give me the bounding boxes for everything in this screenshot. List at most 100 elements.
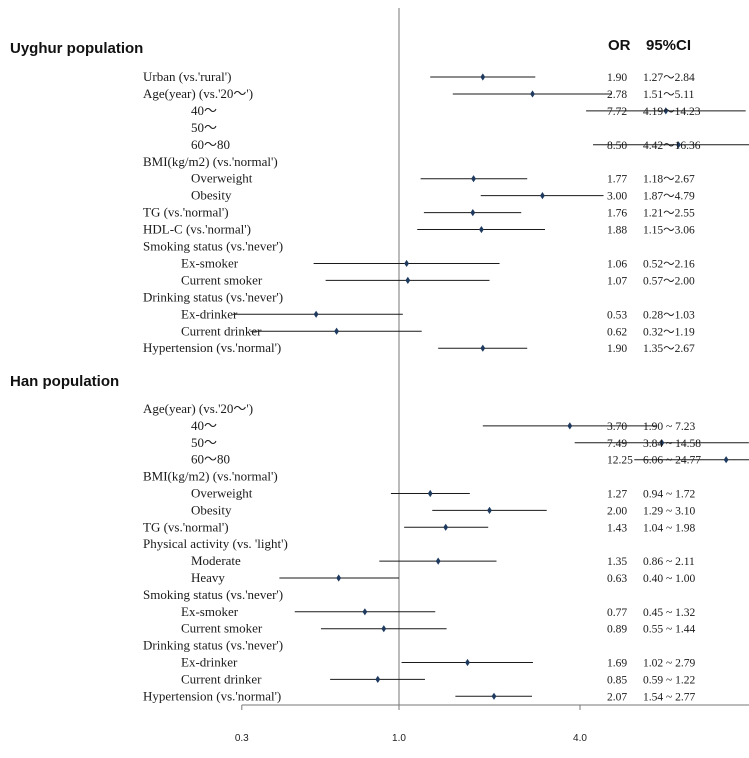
- ci-value: 0.94 ~ 1.72: [643, 489, 695, 501]
- row-label: Ex-drinker: [181, 655, 238, 670]
- row-label: Hypertension (vs.'normal'): [143, 340, 281, 355]
- row-label: Drinking status (vs.'never'): [143, 289, 283, 304]
- ci-value: 0.86 ~ 2.11: [643, 556, 695, 568]
- row-label: Smoking status (vs.'never'): [143, 587, 283, 602]
- or-point-marker: [334, 327, 339, 335]
- ci-value: 1.87～4.79: [643, 191, 695, 203]
- or-point-marker: [659, 439, 665, 447]
- or-value: 2.78: [607, 89, 627, 101]
- or-value: 1.06: [607, 258, 627, 270]
- or-point-marker: [530, 90, 535, 98]
- row-label: Current drinker: [181, 323, 262, 338]
- row-label: Urban (vs.'rural'): [143, 69, 231, 84]
- row-label: Moderate: [191, 553, 241, 568]
- row-label: Current smoker: [181, 272, 263, 287]
- row-label: Obesity: [191, 188, 232, 203]
- ci-value: 1.04 ~ 1.98: [643, 522, 695, 534]
- row-label: 40～: [191, 418, 217, 433]
- or-value: 0.63: [607, 573, 627, 585]
- x-axis-ticks: 0.31.04.016.064.0: [235, 705, 587, 744]
- row-label: BMI(kg/m2) (vs.'normal'): [143, 154, 278, 169]
- or-value: 12.25: [607, 455, 633, 467]
- or-point-marker: [336, 574, 342, 582]
- row-label: Heavy: [191, 570, 225, 585]
- ci-value: 1.51～5.11: [643, 89, 695, 101]
- row-label: 60～80: [191, 452, 230, 467]
- or-column-header: OR: [608, 37, 631, 54]
- or-point-marker: [443, 523, 449, 531]
- or-point-marker: [465, 658, 470, 667]
- ci-value: 1.02 ~ 2.79: [643, 658, 695, 670]
- row-label: BMI(kg/m2) (vs.'normal'): [143, 469, 278, 484]
- or-point-marker: [479, 225, 484, 234]
- ci-value: 0.55 ~ 1.44: [643, 624, 695, 636]
- ci-value: 4.42～16.36: [643, 140, 701, 152]
- or-value: 1.35: [607, 556, 627, 568]
- or-value: 0.77: [607, 607, 627, 619]
- row-label: TG (vs.'normal'): [143, 205, 229, 220]
- row-label: Overweight: [191, 171, 253, 186]
- ci-value: 0.45 ~ 1.32: [643, 607, 695, 619]
- or-value: 1.69: [607, 658, 627, 670]
- or-value: 2.07: [607, 691, 627, 703]
- ci-value: 1.27～2.84: [643, 72, 695, 84]
- or-value: 1.90: [607, 72, 627, 84]
- ci-value: 3.84 ~ 14.58: [643, 438, 701, 450]
- row-label: Drinking status (vs.'never'): [143, 638, 283, 653]
- or-value: 1.76: [607, 208, 627, 220]
- ci-value: 0.59 ~ 1.22: [643, 674, 695, 686]
- or-value: 2.00: [607, 505, 627, 517]
- ci-value: 0.40 ~ 1.00: [643, 573, 695, 585]
- or-value: 7.72: [607, 106, 627, 118]
- or-point-marker: [567, 422, 573, 430]
- or-value: 1.90: [607, 343, 627, 355]
- ci-value: 1.54 ~ 2.77: [643, 691, 695, 703]
- or-point-marker: [381, 625, 387, 633]
- or-value: 7.49: [607, 438, 627, 450]
- ci-value: 6.06 ~ 24.77: [643, 455, 701, 467]
- or-point-marker: [405, 276, 411, 284]
- or-point-marker: [470, 209, 476, 217]
- or-value: 1.07: [607, 275, 627, 287]
- or-point-marker: [480, 73, 486, 81]
- row-label: Obesity: [191, 502, 232, 517]
- or-value: 1.43: [607, 522, 627, 534]
- ci-value: 4.19～14.23: [643, 106, 701, 118]
- or-point-marker: [491, 692, 497, 700]
- ci-column-header: 95%CI: [646, 37, 691, 54]
- x-tick-label: 0.3: [235, 733, 249, 744]
- ci-value: 1.35～2.67: [643, 343, 695, 355]
- x-tick-label: 1.0: [392, 733, 406, 744]
- ci-value: 1.29 ~ 3.10: [643, 505, 695, 517]
- or-value: 0.53: [607, 309, 627, 321]
- row-label: 40～: [191, 103, 217, 118]
- or-point-marker: [313, 310, 319, 318]
- ci-value: 0.52～2.16: [643, 258, 695, 270]
- ci-value: 0.57～2.00: [643, 275, 695, 287]
- or-value: 0.62: [607, 326, 627, 338]
- row-label: Smoking status (vs.'never'): [143, 239, 283, 254]
- row-label: 50～: [191, 435, 217, 450]
- row-label: TG (vs.'normal'): [143, 519, 229, 534]
- or-point-marker: [663, 107, 669, 115]
- ci-value: 0.28～1.03: [643, 309, 695, 321]
- or-point-marker: [723, 456, 729, 464]
- ci-value: 1.21～2.55: [643, 208, 695, 220]
- forest-rows: Urban (vs.'rural') 1.90 1.27～2.84 Age(year)…: [143, 69, 749, 703]
- han-group-title: Han population: [10, 373, 119, 390]
- or-value: 8.50: [607, 140, 627, 152]
- row-label: Age(year) (vs.'20～'): [143, 86, 253, 101]
- row-label: 60～80: [191, 137, 230, 152]
- or-point-marker: [480, 344, 486, 352]
- or-point-marker: [427, 489, 433, 498]
- or-value: 1.77: [607, 174, 627, 186]
- row-label: Ex-smoker: [181, 604, 239, 619]
- or-point-marker: [362, 608, 368, 616]
- uyghur-group-title: Uyghur population: [10, 40, 143, 57]
- or-point-marker: [471, 175, 476, 183]
- ci-value: 1.15～3.06: [643, 225, 695, 237]
- or-value: 3.00: [607, 191, 627, 203]
- or-point-marker: [540, 192, 545, 200]
- row-label: 50～: [191, 120, 217, 135]
